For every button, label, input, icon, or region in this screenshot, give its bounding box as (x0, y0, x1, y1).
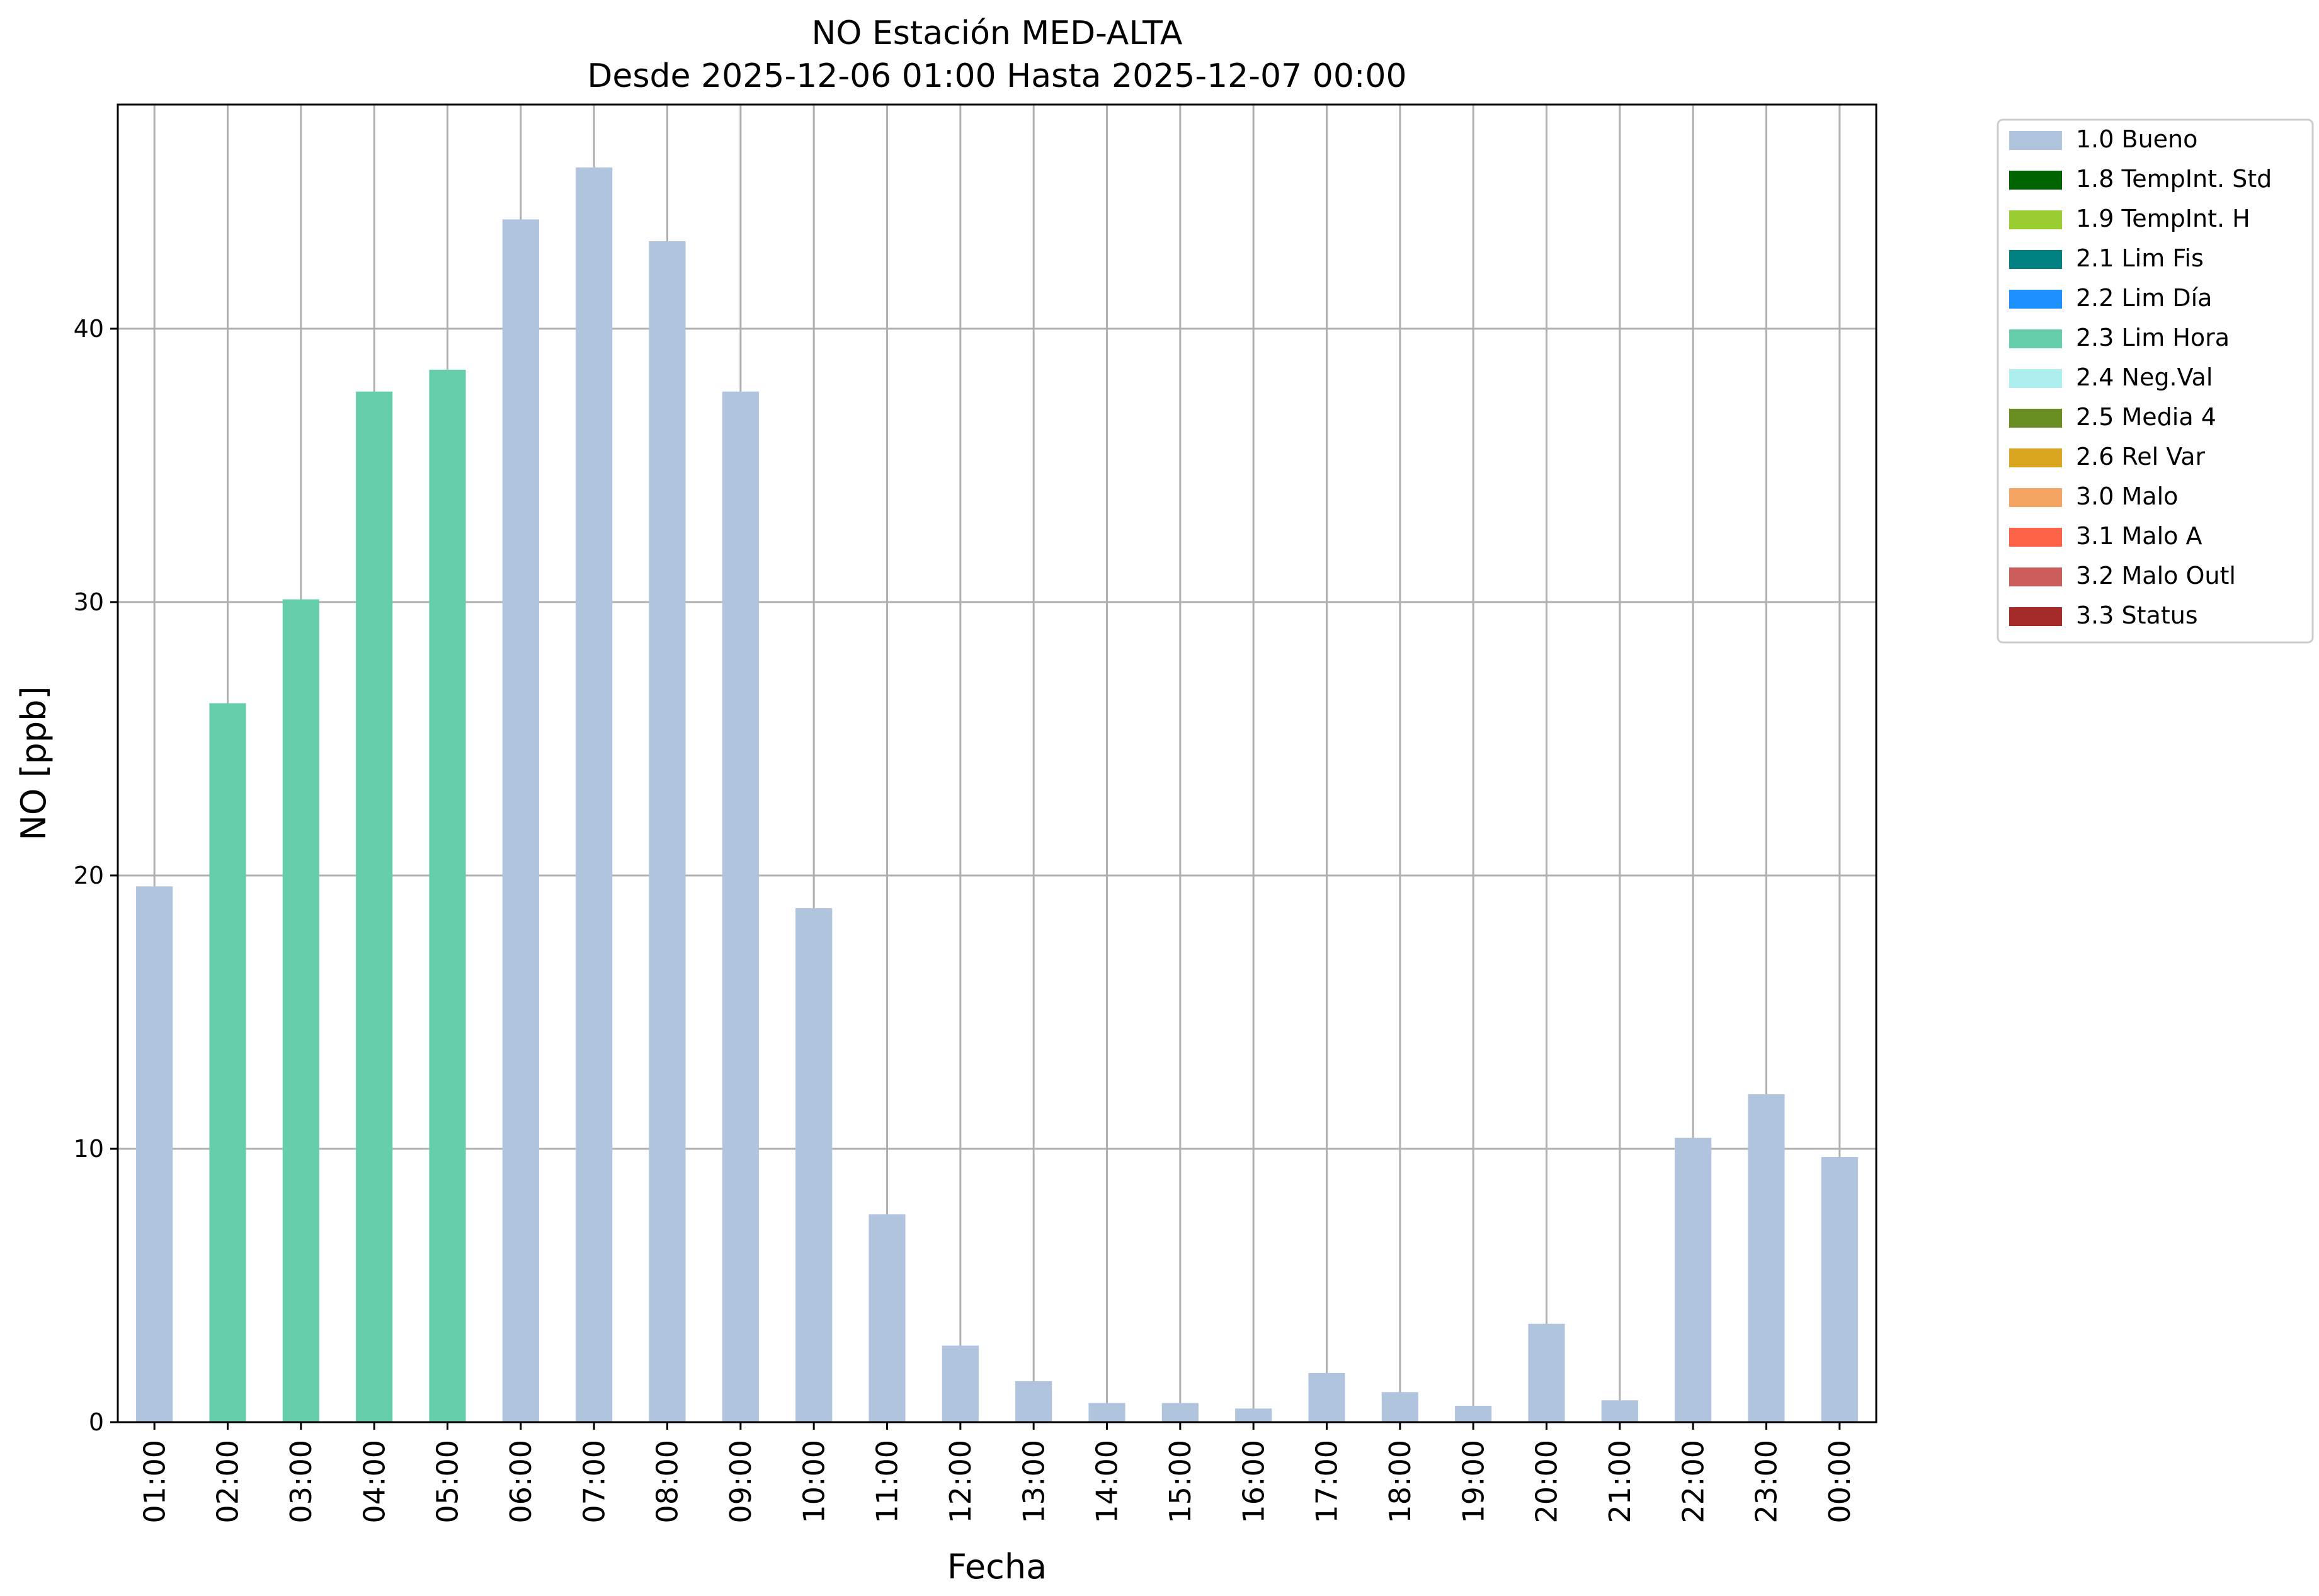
bar-1100 (869, 1214, 906, 1422)
y-tick-label: 10 (74, 1135, 104, 1163)
bar-0700 (576, 167, 613, 1423)
legend-swatch (2009, 171, 2062, 190)
y-axis-ticks: 0 10 20 30 40 (74, 315, 118, 1436)
bar-0500 (429, 370, 466, 1422)
bars (136, 167, 1858, 1423)
x-tick-label: 01:00 (137, 1440, 171, 1524)
y-tick-label: 30 (74, 588, 104, 616)
legend-label: 2.5 Media 4 (2076, 403, 2216, 431)
legend-swatch (2009, 409, 2062, 428)
x-tick-label: 06:00 (504, 1440, 538, 1524)
bar-0400 (356, 391, 393, 1423)
legend-label: 2.2 Lim Día (2076, 284, 2212, 312)
legend-label: 1.8 TempInt. Std (2076, 165, 2272, 193)
bar-0900 (722, 391, 759, 1423)
legend-swatch (2009, 131, 2062, 150)
x-tick-label: 11:00 (870, 1440, 904, 1524)
legend-swatch (2009, 528, 2062, 547)
legend-label: 2.6 Rel Var (2076, 443, 2206, 470)
x-tick-label: 12:00 (943, 1440, 977, 1524)
x-tick-label: 05:00 (431, 1440, 465, 1524)
legend-label: 2.1 Lim Fis (2076, 244, 2204, 272)
x-tick-label: 15:00 (1163, 1440, 1197, 1524)
bar-1500 (1161, 1403, 1199, 1422)
legend-swatch (2009, 488, 2062, 507)
bar-0000 (1821, 1156, 1858, 1422)
legend-label: 3.0 Malo (2076, 482, 2178, 510)
legend-label: 1.0 Bueno (2076, 125, 2197, 153)
x-tick-label: 00:00 (1823, 1440, 1857, 1524)
x-tick-label: 10:00 (797, 1440, 831, 1524)
bar-1600 (1235, 1408, 1272, 1422)
legend-swatch (2009, 329, 2062, 348)
y-tick-label: 20 (74, 862, 104, 889)
bar-1700 (1308, 1372, 1345, 1422)
y-tick-label: 40 (74, 315, 104, 343)
legend: 1.0 Bueno 1.8 TempInt. Std 1.9 TempInt. H 2… (1997, 118, 2314, 644)
bar-1800 (1381, 1392, 1418, 1422)
legend-swatch (2009, 567, 2062, 586)
legend-label: 2.4 Neg.Val (2076, 363, 2213, 391)
legend-swatch (2009, 607, 2062, 626)
bar-1300 (1015, 1381, 1052, 1422)
x-tick-label: 04:00 (357, 1440, 391, 1524)
bar-0600 (502, 219, 539, 1422)
x-tick-label: 19:00 (1456, 1440, 1490, 1524)
legend-swatch (2009, 448, 2062, 467)
legend-swatch (2009, 290, 2062, 309)
x-tick-label: 14:00 (1090, 1440, 1124, 1524)
x-tick-label: 21:00 (1603, 1440, 1637, 1524)
bar-1200 (942, 1345, 979, 1422)
legend-label: 3.2 Malo Outl (2076, 562, 2236, 590)
legend-box (1997, 118, 2314, 644)
legend-swatch (2009, 210, 2062, 229)
plot-frame (117, 103, 1877, 1423)
x-tick-label: 16:00 (1236, 1440, 1270, 1524)
legend-swatch (2009, 250, 2062, 269)
bar-1000 (795, 908, 833, 1422)
legend-swatch (2009, 369, 2062, 388)
bar-2200 (1675, 1137, 1712, 1422)
x-tick-label: 13:00 (1017, 1440, 1051, 1524)
bar-0300 (282, 599, 319, 1422)
x-axis-ticks: 01:00 02:00 03:00 04:00 05:00 06:00 07:00 08:00… (137, 1422, 1857, 1524)
bar-1400 (1088, 1403, 1125, 1422)
bar-2100 (1601, 1400, 1638, 1422)
x-tick-label: 23:00 (1750, 1440, 1784, 1524)
x-tick-label: 03:00 (284, 1440, 318, 1524)
x-axis-label: Fecha (947, 1547, 1047, 1587)
x-tick-label: 22:00 (1676, 1440, 1710, 1524)
chart-subtitle: Desde 2025-12-06 01:00 Hasta 2025-12-07 … (587, 57, 1406, 95)
x-tick-label: 09:00 (724, 1440, 758, 1524)
bar-2000 (1528, 1323, 1565, 1422)
x-tick-label: 02:00 (211, 1440, 245, 1524)
x-tick-label: 18:00 (1383, 1440, 1417, 1524)
y-axis-label: NO [ppb] (14, 686, 54, 840)
bar-0200 (209, 703, 246, 1422)
bar-2300 (1748, 1094, 1785, 1422)
bar-0800 (649, 241, 686, 1422)
y-tick-label: 0 (89, 1408, 104, 1436)
legend-label: 1.9 TempInt. H (2076, 205, 2250, 232)
legend-label: 3.1 Malo A (2076, 522, 2202, 550)
x-tick-label: 08:00 (651, 1440, 685, 1524)
x-tick-label: 20:00 (1530, 1440, 1564, 1524)
x-tick-label: 07:00 (577, 1440, 611, 1524)
legend-label: 3.3 Status (2076, 601, 2198, 629)
bar-1900 (1455, 1405, 1492, 1422)
chart-title: NO Estación MED-ALTA (812, 14, 1183, 52)
x-tick-label: 17:00 (1310, 1440, 1344, 1524)
legend-label: 2.3 Lim Hora (2076, 324, 2230, 351)
bar-0100 (136, 886, 173, 1422)
